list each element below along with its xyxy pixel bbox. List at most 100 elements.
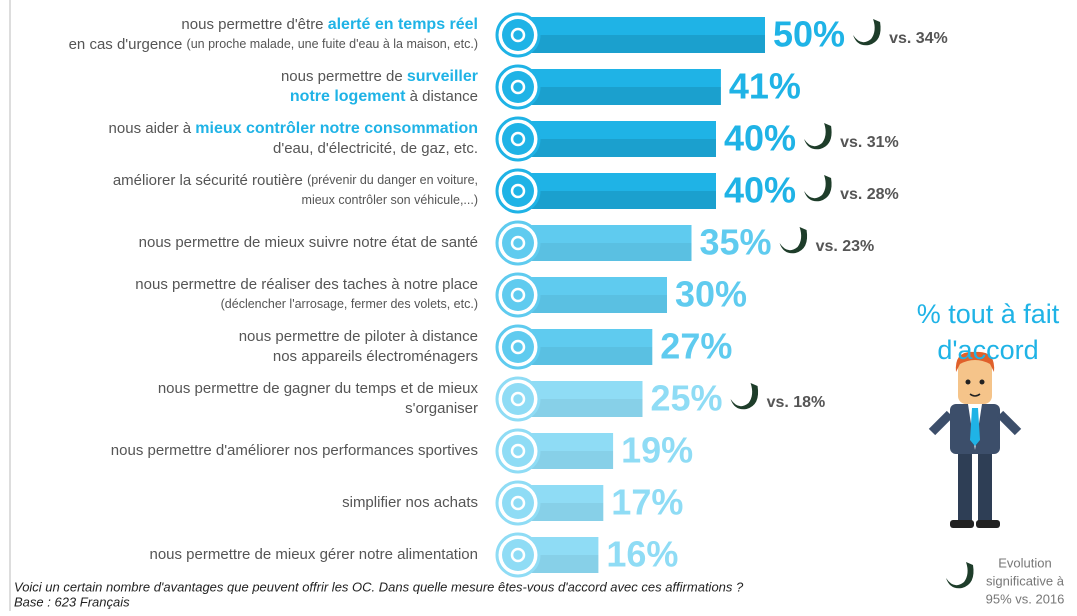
label-segment: (prévenir du danger en voiture, xyxy=(307,173,478,187)
label-segment: nous permettre d'améliorer nos performan… xyxy=(111,442,478,459)
label-segment: nous aider à xyxy=(109,120,196,137)
category-label: simplifier nos achats xyxy=(342,494,478,511)
icon xyxy=(502,227,534,259)
bar xyxy=(520,329,653,365)
label-segment: à distance xyxy=(405,88,478,105)
category-label: nous aider à mieux contrôler notre conso… xyxy=(109,120,478,137)
icon-glyph xyxy=(510,339,526,355)
icon xyxy=(502,435,534,467)
bar-shade xyxy=(520,295,667,313)
label-segment: mieux contrôler son véhicule,...) xyxy=(302,193,478,207)
category-label: (déclencher l'arrosage, fermer des volet… xyxy=(221,297,478,311)
category-label: s'organiser xyxy=(405,400,478,417)
value-label: 35% xyxy=(700,222,772,263)
bar-shade xyxy=(520,191,716,209)
legend-text: 95% vs. 2016 xyxy=(986,591,1065,606)
category-label: nos appareils électroménagers xyxy=(273,348,478,365)
label-segment: améliorer la sécurité routière xyxy=(113,172,307,189)
icon xyxy=(502,331,534,363)
value-label: 30% xyxy=(675,274,747,315)
bar-shade xyxy=(520,35,765,53)
label-segment: nous permettre de xyxy=(281,68,407,85)
icon-glyph xyxy=(510,495,526,511)
label-segment: nous permettre d'être xyxy=(181,16,327,33)
category-label: nous permettre de réaliser des taches à … xyxy=(135,276,478,293)
category-label: nous permettre d'améliorer nos performan… xyxy=(111,442,478,459)
category-label: nous permettre de gagner du temps et de … xyxy=(158,380,479,397)
label-segment: s'organiser xyxy=(405,400,478,417)
previous-label: vs. 18% xyxy=(767,394,826,411)
label-segment: d'eau, d'électricité, de gaz, etc. xyxy=(273,140,478,157)
value-label: 25% xyxy=(651,378,723,419)
bar xyxy=(520,121,716,157)
footnote: Base : 623 Français xyxy=(14,594,130,609)
label-segment: nous permettre de piloter à distance xyxy=(239,328,478,345)
bar-shade xyxy=(520,139,716,157)
category-label: nous permettre de piloter à distance xyxy=(239,328,478,345)
evolution-arrow xyxy=(804,123,832,150)
value-label: 41% xyxy=(729,66,801,107)
label-segment: nos appareils électroménagers xyxy=(273,348,478,365)
value-label: 40% xyxy=(724,170,796,211)
category-label: mieux contrôler son véhicule,...) xyxy=(302,193,478,207)
icon xyxy=(502,279,534,311)
category-label: d'eau, d'électricité, de gaz, etc. xyxy=(273,140,478,157)
previous-label: vs. 31% xyxy=(840,134,899,151)
bar xyxy=(520,17,765,53)
icon-glyph xyxy=(510,443,526,459)
label-segment: surveiller xyxy=(407,68,478,85)
bar-shade xyxy=(520,399,643,417)
label-segment: (déclencher l'arrosage, fermer des volet… xyxy=(221,297,478,311)
evolution-arrow xyxy=(730,383,759,410)
label-segment: notre logement xyxy=(290,88,406,105)
category-label: nous permettre de surveiller xyxy=(281,68,478,85)
icon xyxy=(502,19,534,51)
category-label: nous permettre de mieux gérer notre alim… xyxy=(149,546,478,563)
value-label: 50% xyxy=(773,14,845,55)
icon-glyph xyxy=(510,183,526,199)
person xyxy=(928,351,1022,528)
value-label: 17% xyxy=(611,482,683,523)
value-label: 27% xyxy=(660,326,732,367)
category-label: notre logement à distance xyxy=(290,88,478,105)
bar-shade xyxy=(520,451,614,469)
label-segment: nous permettre de réaliser des taches à … xyxy=(135,276,478,293)
label-segment: nous permettre de mieux gérer notre alim… xyxy=(149,546,478,563)
category-label: améliorer la sécurité routière (prévenir… xyxy=(113,172,478,189)
side-title: d'accord xyxy=(937,335,1038,365)
legend-text: Evolution xyxy=(998,555,1051,570)
icon-glyph xyxy=(510,79,526,95)
label-segment: simplifier nos achats xyxy=(342,494,478,511)
value-label: 19% xyxy=(621,430,693,471)
evolution-arrow xyxy=(853,19,881,46)
legend-text: significative à xyxy=(986,573,1065,588)
evolution-arrow xyxy=(804,175,832,202)
icon-glyph xyxy=(510,235,526,251)
footnote: Voici un certain nombre d'avantages que … xyxy=(14,579,744,594)
label-segment: nous permettre de mieux suivre notre éta… xyxy=(139,234,478,251)
label-segment: en cas d'urgence xyxy=(69,36,187,53)
icon-glyph xyxy=(510,287,526,303)
icon-glyph xyxy=(510,27,526,43)
icon xyxy=(502,539,534,571)
icon-glyph xyxy=(510,547,526,563)
category-label: nous permettre de mieux suivre notre éta… xyxy=(139,234,478,251)
bar-shade xyxy=(520,347,653,365)
bar xyxy=(520,173,716,209)
value-label: 16% xyxy=(606,534,678,575)
bar xyxy=(520,225,692,261)
icon-glyph xyxy=(510,131,526,147)
category-label: nous permettre d'être alerté en temps ré… xyxy=(181,16,478,33)
bar-shade xyxy=(520,87,721,105)
icon xyxy=(502,487,534,519)
icon-glyph xyxy=(510,391,526,407)
label-segment: nous permettre de gagner du temps et de … xyxy=(158,380,479,397)
bar-shade xyxy=(520,503,604,521)
label-segment: (un proche malade, une fuite d'eau à la … xyxy=(187,37,478,51)
previous-label: vs. 28% xyxy=(840,186,899,203)
label-segment: alerté en temps réel xyxy=(328,16,478,33)
icon xyxy=(502,71,534,103)
category-label: en cas d'urgence (un proche malade, une … xyxy=(69,36,478,53)
icon xyxy=(502,123,534,155)
